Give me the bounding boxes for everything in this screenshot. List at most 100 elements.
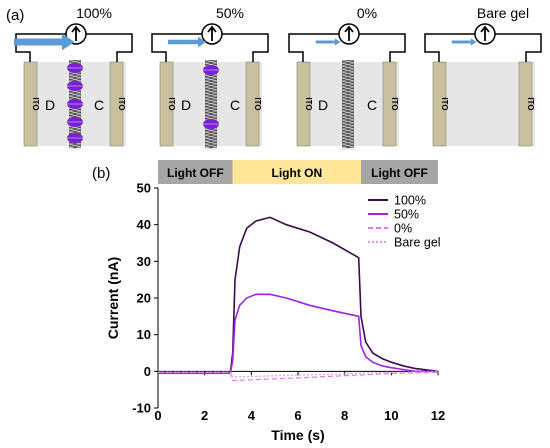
cell-title: 100% bbox=[76, 5, 112, 21]
circuit-wire-left bbox=[15, 33, 66, 62]
membrane-hatch bbox=[341, 92, 355, 97]
membrane-hatch bbox=[341, 116, 355, 121]
collector-label: C bbox=[367, 97, 377, 113]
circuit-wire-right bbox=[86, 33, 133, 62]
membrane-hatch bbox=[204, 137, 218, 142]
donor-label: D bbox=[318, 97, 328, 113]
membrane-hatch bbox=[341, 146, 355, 151]
membrane-hatch bbox=[204, 116, 218, 121]
circuit-wire-left bbox=[151, 33, 202, 62]
right-electrode-label: ITO bbox=[253, 97, 262, 110]
collector-label: C bbox=[94, 97, 104, 113]
membrane-hatch bbox=[341, 107, 355, 112]
membrane-hatch bbox=[341, 128, 355, 133]
right-electrode-label: ITO bbox=[390, 97, 399, 110]
panel-a-schematics: 100% ITO ITO D C 50% ITO ITO D C 0% ITO ITO D C Bare ge… bbox=[14, 5, 542, 151]
membrane-hatch bbox=[68, 71, 82, 76]
membrane-hatch bbox=[341, 62, 355, 67]
membrane-hatch bbox=[204, 113, 218, 118]
ammeter-arrow-icon bbox=[207, 25, 217, 41]
cell-title: Bare gel bbox=[477, 5, 529, 21]
circuit-wire-right bbox=[495, 33, 542, 62]
x-tick-label: 12 bbox=[431, 408, 445, 423]
membrane-hatch bbox=[204, 140, 218, 145]
membrane-hatch bbox=[204, 89, 218, 94]
membrane-hatch bbox=[204, 110, 218, 115]
membrane-hatch bbox=[68, 125, 82, 130]
cell-title: 50% bbox=[216, 5, 244, 21]
schematic-cell-4: Bare gel ITO ITO bbox=[424, 5, 542, 147]
legend-entry: 0% bbox=[394, 222, 412, 236]
panel-b-label: (b) bbox=[92, 165, 110, 182]
membrane-hatch bbox=[341, 140, 355, 145]
left-electrode-label: ITO bbox=[167, 97, 176, 110]
left-electrode-label: ITO bbox=[440, 97, 449, 110]
membrane-hatch bbox=[204, 95, 218, 100]
x-tick-label: 6 bbox=[294, 408, 301, 423]
membrane-hatch bbox=[204, 146, 218, 151]
membrane-hatch bbox=[204, 131, 218, 136]
series-line-1 bbox=[158, 216, 439, 375]
membrane-hatch bbox=[204, 92, 218, 97]
membrane-hatch bbox=[68, 107, 82, 112]
membrane-hatch bbox=[341, 143, 355, 148]
membrane bbox=[341, 59, 355, 151]
cell-body bbox=[435, 62, 535, 146]
membrane-hatch bbox=[204, 128, 218, 133]
membrane-hatch bbox=[341, 131, 355, 136]
membrane-hatch bbox=[68, 143, 82, 148]
membrane-hatch bbox=[204, 86, 218, 91]
x-axis-label: Time (s) bbox=[271, 427, 324, 443]
membrane-hatch bbox=[204, 80, 218, 85]
donor-label: D bbox=[45, 97, 55, 113]
legend-entry: Bare gel bbox=[394, 236, 441, 250]
light-band-label: Light OFF bbox=[371, 166, 428, 180]
series-line-3 bbox=[158, 371, 439, 382]
y-tick-label: 10 bbox=[137, 327, 151, 342]
y-tick-label: -10 bbox=[132, 401, 151, 416]
membrane-hatch bbox=[204, 77, 218, 82]
membrane-hatch bbox=[341, 68, 355, 73]
ammeter-arrow-icon bbox=[344, 25, 354, 41]
membrane-hatch bbox=[341, 122, 355, 127]
membrane-hatch bbox=[68, 113, 82, 118]
membrane-hatch bbox=[204, 62, 218, 67]
cell-title: 0% bbox=[357, 5, 377, 21]
membrane-hatch bbox=[68, 74, 82, 79]
x-tick-label: 2 bbox=[201, 408, 208, 423]
membrane-hatch bbox=[341, 77, 355, 82]
current-arrowhead bbox=[62, 33, 75, 51]
membrane-hatch bbox=[68, 89, 82, 94]
legend-entry: 100% bbox=[394, 194, 426, 208]
membrane-hatch bbox=[204, 143, 218, 148]
x-tick-label: 8 bbox=[341, 408, 348, 423]
membrane-hatch bbox=[341, 110, 355, 115]
membrane-hatch bbox=[204, 107, 218, 112]
membrane-hatch bbox=[68, 146, 82, 151]
membrane-hatch bbox=[68, 92, 82, 97]
membrane-hatch bbox=[341, 113, 355, 118]
light-band-3 bbox=[361, 160, 438, 184]
membrane-hatch bbox=[68, 95, 82, 100]
donor-label: D bbox=[181, 97, 191, 113]
ammeter-arrow-icon bbox=[71, 25, 81, 41]
membrane-hatch bbox=[341, 101, 355, 106]
light-band-label: Light OFF bbox=[167, 166, 224, 180]
circuit-wire-left bbox=[288, 33, 339, 62]
schematic-cell-1: 100% ITO ITO D C bbox=[14, 5, 133, 151]
membrane-hatch bbox=[341, 83, 355, 88]
ammeter-arrow-icon bbox=[480, 25, 490, 41]
series-line-2 bbox=[158, 293, 438, 375]
membrane-hatch bbox=[341, 125, 355, 130]
membrane-hatch bbox=[341, 59, 355, 64]
current-vs-time-chart: Light OFF Light ON Light OFF-1001020304050… bbox=[105, 160, 445, 443]
schematic-cell-3: 0% ITO ITO D C bbox=[288, 5, 406, 151]
membrane bbox=[203, 59, 219, 151]
x-tick-label: 0 bbox=[154, 408, 161, 423]
membrane-hatch bbox=[341, 86, 355, 91]
current-arrowhead bbox=[471, 38, 477, 46]
membrane-hatch bbox=[341, 95, 355, 100]
membrane-hatch bbox=[204, 134, 218, 139]
membrane-hatch bbox=[68, 110, 82, 115]
membrane-hatch bbox=[341, 104, 355, 109]
